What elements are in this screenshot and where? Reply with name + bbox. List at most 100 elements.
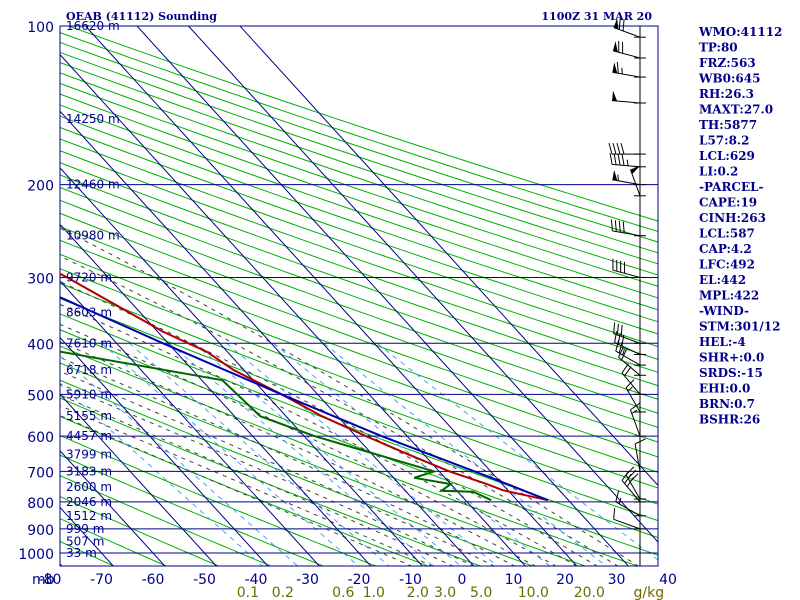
height-label: 4457 m: [66, 429, 112, 443]
dry-adiabat: [60, 226, 658, 443]
mixing-ratio-label: 3.0: [434, 585, 456, 600]
isotherm: [60, 280, 321, 566]
moist-adiabat: [60, 356, 516, 566]
index-value: BSHR:26: [699, 413, 760, 427]
pressure-tick-label: 700: [27, 465, 54, 481]
index-value: EL:442: [699, 273, 746, 287]
mixing-ratio-line: [226, 342, 498, 566]
dry-adiabat: [60, 297, 658, 522]
temperature-tick-label: -20: [348, 572, 371, 588]
index-value: RH:26.3: [699, 87, 754, 101]
pressure-unit-label: mb: [32, 572, 55, 588]
height-label: 1512 m: [66, 509, 112, 523]
temperature-tick-label: -40: [245, 572, 268, 588]
height-label: 999 m: [66, 522, 104, 536]
index-value: L57:8.2: [699, 134, 749, 148]
isotherm: [187, 26, 658, 543]
moist-adiabat: [60, 281, 598, 566]
index-value: CINH:263: [699, 211, 766, 225]
temperature-tick-label: 40: [659, 572, 677, 588]
temperature-axis: mb-80 -70 -60 -50 -40 -30 -20 -10 0 10 20 30 40: [32, 572, 677, 588]
dry-adiabat: [60, 199, 658, 414]
isotherm: [60, 223, 372, 566]
height-label: 10980 m: [66, 229, 120, 243]
height-label: 2046 m: [66, 495, 112, 509]
index-value: LI:0.2: [699, 165, 738, 179]
pressure-tick-label: 800: [27, 496, 54, 512]
isotherm: [60, 393, 218, 566]
temperature-tick-label: -30: [296, 572, 319, 588]
dry-adiabat: [60, 51, 658, 254]
pressure-tick-label: 900: [27, 523, 54, 539]
index-value: SRDS:-15: [699, 366, 763, 380]
moist-adiabat: [60, 255, 619, 566]
pressure-axis: 100 200 300 400 500 600 700 800 900 1000: [18, 20, 54, 563]
dry-adiabat: [60, 150, 658, 360]
isotherms: [60, 26, 658, 566]
moist-adiabat: [60, 303, 578, 566]
index-value: HEL:-4: [699, 335, 746, 349]
mixing-ratio-label: 1.0: [363, 585, 385, 600]
isotherm: [60, 167, 424, 566]
mixing-ratio-line: [60, 354, 299, 566]
index-value: LCL:629: [699, 149, 755, 163]
dry-adiabat: [60, 253, 658, 473]
moist-adiabat: [60, 405, 434, 566]
dry-adiabat: [60, 62, 658, 265]
pressure-tick-label: 300: [27, 271, 54, 287]
height-label: 12460 m: [66, 178, 120, 192]
wind-barb: [610, 219, 646, 237]
dry-adiabat: [60, 239, 658, 458]
height-labels: 16620 m 14250 m 12460 m 10980 m 9720 m 8603 m…: [66, 19, 120, 560]
height-label: 8603 m: [66, 306, 112, 320]
temperature-tick-label: -10: [399, 572, 422, 588]
temperature-tick-label: -80: [39, 572, 62, 588]
temperature-tick-label: 30: [608, 572, 626, 588]
index-value: MAXT:27.0: [699, 103, 773, 117]
index-value: EHI:0.0: [699, 382, 750, 396]
dry-adiabat: [60, 72, 658, 276]
index-value: -PARCEL-: [699, 180, 764, 194]
mixing-ratio-line: [101, 342, 360, 566]
mixing-ratio-label: 10.0: [518, 585, 549, 600]
wind-barb: [613, 18, 646, 38]
isotherm: [84, 26, 578, 566]
dry-adiabat: [60, 93, 658, 299]
isotherm: [60, 450, 166, 566]
pressure-tick-label: 200: [27, 179, 54, 195]
index-value: SHR+:0.0: [699, 351, 764, 365]
dry-adiabat: [60, 186, 658, 400]
mixing-ratio-label: 0.6: [332, 585, 354, 600]
sounding-profiles: [60, 272, 549, 502]
isotherm: [136, 26, 630, 566]
index-value: TP:80: [699, 41, 738, 55]
temperature-tick-label: -50: [193, 572, 216, 588]
index-value: WMO:41112: [698, 25, 782, 39]
mixing-ratio-line: [128, 342, 390, 566]
index-value: BRN:0.7: [699, 397, 755, 411]
index-value: TH:5877: [699, 118, 757, 132]
temperature-tick-label: 10: [505, 572, 523, 588]
wind-barb: [629, 402, 646, 437]
height-label: 16620 m: [66, 19, 120, 33]
dry-adiabat: [60, 82, 658, 287]
chart-title: OEAB (41112) Sounding: [66, 10, 217, 23]
moist-adiabat: [60, 227, 640, 566]
mixing-ratio-line: [60, 383, 264, 566]
chart-datetime: 1100Z 31 MAR 20: [541, 10, 652, 23]
parcel-profile: [60, 296, 549, 502]
temperature-tick-label: 20: [556, 572, 574, 588]
mixing-ratio-label: 2.0: [407, 585, 429, 600]
mixing-ratio-label: 0.1: [237, 585, 259, 600]
mixing-ratio-labels: 0.1 0.2 0.6 1.0 2.0 3.0 5.0 10.0 20.0 g/kg: [237, 585, 664, 600]
temperature-profile: [60, 272, 549, 502]
dry-adiabat: [60, 41, 658, 243]
dry-adiabat: [60, 212, 658, 428]
pressure-tick-label: 400: [27, 337, 54, 353]
pressure-tick-label: 100: [27, 20, 54, 36]
temperature-tick-label: -60: [142, 572, 165, 588]
dry-adiabat: [60, 115, 658, 323]
height-label: 2600 m: [66, 480, 112, 494]
height-label: 14250 m: [66, 112, 120, 126]
